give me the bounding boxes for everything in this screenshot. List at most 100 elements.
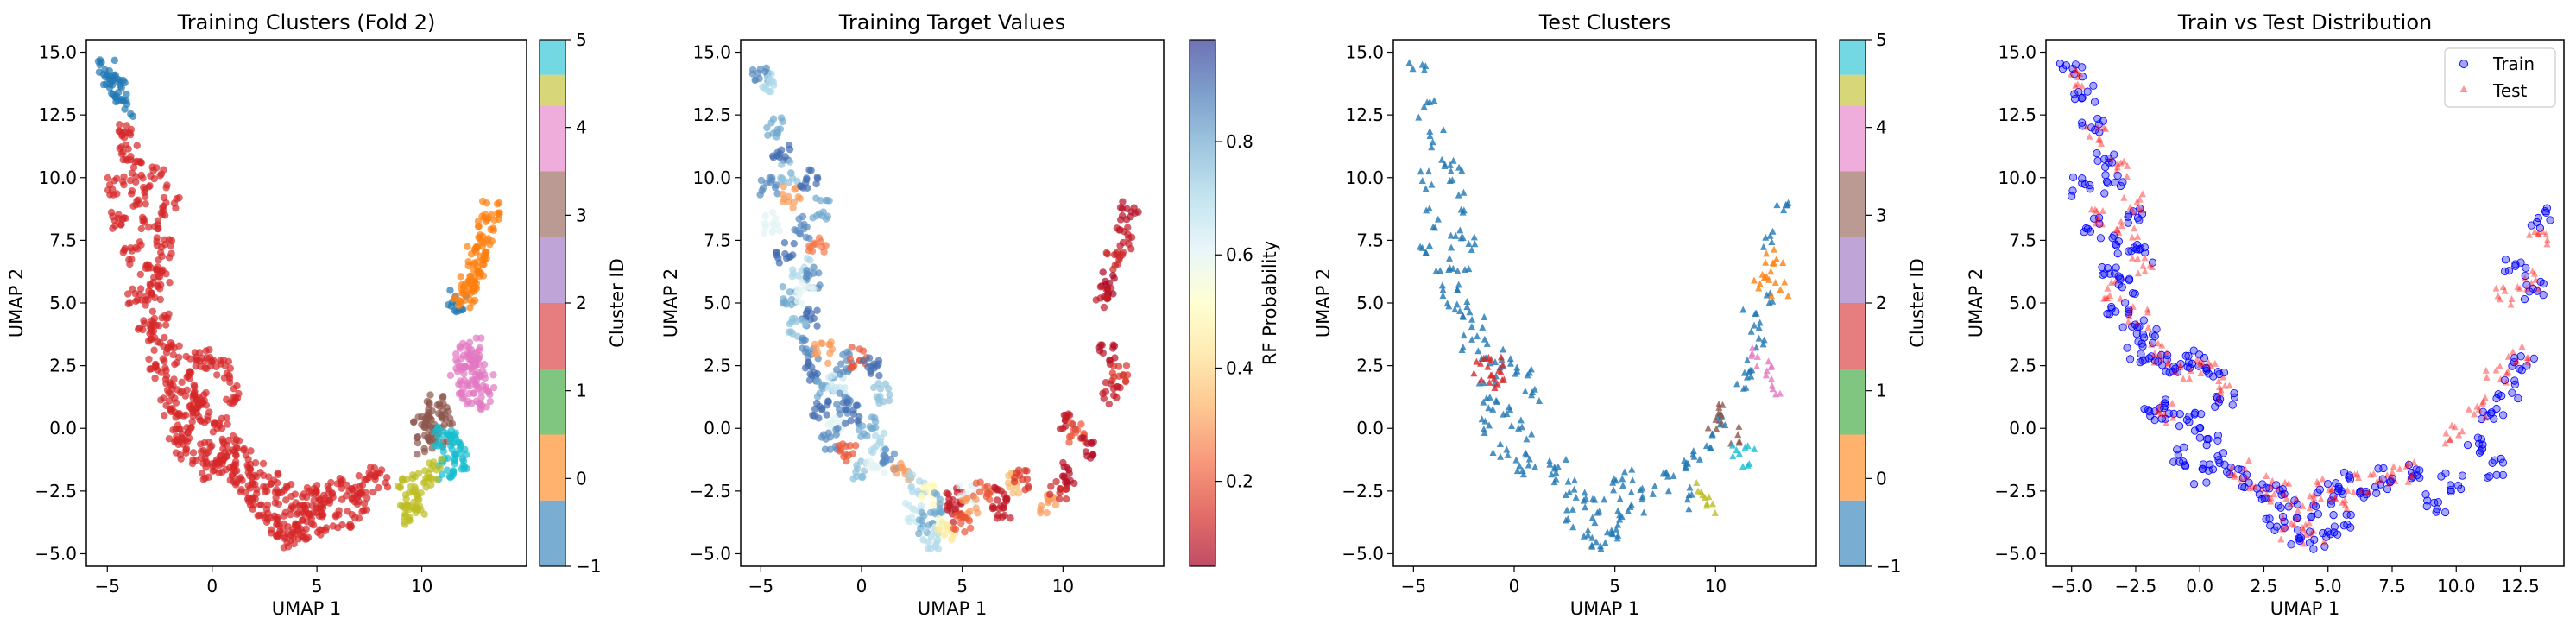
scatter-point: [144, 296, 152, 304]
scatter-point: [1037, 508, 1045, 517]
scatter-point: [936, 495, 944, 503]
scatter-point: [486, 240, 494, 249]
scatter-point: [2377, 480, 2385, 489]
scatter-point: [2447, 435, 2454, 443]
x-tick-label: 5.0: [2314, 576, 2342, 596]
scatter-point: [1767, 268, 1775, 275]
y-tick-label: 7.5: [704, 230, 731, 250]
scatter-point: [1451, 306, 1459, 313]
scatter-point: [162, 401, 170, 410]
scatter-point: [965, 517, 974, 525]
scatter-point: [2200, 354, 2209, 363]
scatter-point: [2313, 477, 2320, 485]
scatter-point: [260, 471, 268, 480]
scatter-point: [1449, 156, 1457, 164]
scatter-point: [2279, 525, 2287, 533]
scatter-point: [1714, 409, 1722, 417]
x-tick-label: −2.5: [2115, 576, 2157, 596]
scatter-point: [792, 227, 801, 235]
scatter-point: [327, 478, 335, 487]
scatter-point: [1486, 421, 1493, 429]
scatter-point: [983, 489, 991, 498]
scatter-point: [2293, 526, 2302, 534]
scatter-point: [1748, 344, 1756, 351]
scatter-point: [1693, 479, 1701, 487]
scatter-point: [925, 521, 933, 529]
y-tick-label: 12.5: [692, 104, 731, 125]
scatter-point: [2364, 489, 2371, 496]
scatter-point: [186, 369, 195, 376]
scatter-point: [1436, 267, 1444, 274]
scatter-point: [2344, 486, 2352, 494]
colorbar-band: [1840, 74, 1866, 106]
scatter-point: [2327, 500, 2336, 508]
scatter-point: [1640, 508, 1648, 516]
scatter-point: [474, 269, 482, 277]
scatter-point: [2441, 439, 2449, 447]
scatter-point: [855, 426, 863, 434]
scatter-point: [2220, 460, 2229, 469]
scatter-point: [2150, 358, 2158, 366]
scatter-point: [249, 505, 256, 514]
x-tick-label: 10.0: [2437, 576, 2476, 596]
colorbar-ticks: 0.20.40.60.8: [1215, 131, 1253, 492]
scatter-point: [1734, 431, 1742, 439]
scatter-point: [2241, 464, 2249, 472]
scatter-point: [2523, 354, 2531, 362]
colorbar-band: [1840, 303, 1866, 369]
scatter-point: [2117, 218, 2125, 225]
scatter-point: [1109, 362, 1118, 369]
scatter-point: [2189, 346, 2198, 355]
scatter-point: [1762, 371, 1770, 379]
scatter-point: [129, 112, 137, 120]
scatter-point: [1096, 341, 1105, 349]
colorbar-bands: [1840, 40, 1866, 566]
scatter-point: [427, 465, 435, 473]
scatter-point: [421, 467, 429, 475]
scatter-point: [283, 482, 291, 490]
scatter-point: [874, 380, 882, 388]
scatter-point: [414, 432, 422, 441]
scatter-point: [1628, 465, 1636, 473]
scatter-point: [263, 501, 272, 509]
scatter-point: [1103, 250, 1111, 258]
scatter-point: [371, 475, 379, 483]
scatter-point: [2314, 489, 2322, 497]
scatter-point: [2204, 466, 2213, 475]
scatter-point: [1100, 303, 1108, 312]
scatter-point: [782, 255, 791, 262]
scatter-point: [483, 199, 491, 207]
scatter-point: [2263, 471, 2270, 479]
colorbar-band: [1840, 40, 1866, 75]
scatter-point: [218, 468, 226, 476]
scatter-point: [754, 69, 762, 77]
scatter-point: [148, 291, 155, 299]
x-axis-label: UMAP 1: [272, 598, 342, 619]
scatter-point: [2148, 340, 2156, 348]
scatter-point: [2118, 222, 2125, 230]
scatter-point: [458, 289, 466, 297]
scatter-point: [2125, 312, 2133, 319]
scatter-point: [886, 391, 893, 399]
scatter-point: [2246, 484, 2254, 492]
scatter-point: [2137, 350, 2145, 358]
scatter-point: [925, 538, 932, 546]
scatter-point: [2533, 287, 2541, 295]
scatter-point: [2156, 404, 2164, 413]
scatter-point: [2091, 125, 2099, 135]
scatter-point: [2164, 360, 2172, 368]
scatter-point: [2140, 333, 2149, 342]
scatter-point: [2458, 471, 2466, 480]
scatter-point: [1089, 451, 1096, 459]
scatter-point: [1506, 359, 1514, 367]
scatter-point: [1103, 293, 1111, 302]
scatter-point: [2197, 369, 2205, 376]
scatter-point: [172, 449, 180, 457]
scatter-point: [188, 418, 196, 426]
scatter-point: [2106, 291, 2113, 299]
scatter-point: [826, 350, 834, 357]
scatter-point: [182, 446, 190, 454]
scatter-point: [881, 452, 889, 460]
scatter-point: [2099, 220, 2106, 228]
scatter-point: [768, 219, 777, 228]
